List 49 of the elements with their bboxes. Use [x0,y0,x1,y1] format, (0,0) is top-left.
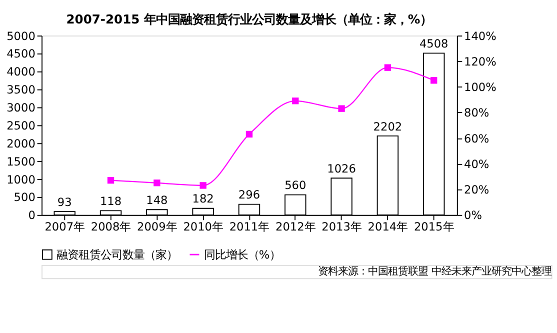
x-tick-label: 2009年 [137,219,177,234]
x-tick-label: 2015年 [414,219,454,234]
point [430,77,438,84]
data-label: 4508 [419,36,448,51]
y-tick-label: 1500 [6,154,36,168]
y-tick-label: 3000 [6,100,36,115]
data-label: 182 [192,192,214,206]
x-tick-label: 2007年 [44,219,85,234]
y-tick-label: 1000 [6,172,36,186]
point [107,176,114,184]
point [338,105,345,112]
y2-tick-label: 100% [464,80,497,94]
y2-tick-label: 120% [464,54,497,68]
data-label: 148 [146,192,168,207]
x-tick-label: 2013年 [322,219,362,234]
point [154,180,160,186]
y2-tick-label: 80% [464,106,490,120]
point [246,130,253,138]
legend-label: 同比增长（%） [204,247,281,262]
y2-tick-label: 140% [464,28,497,43]
y2-tick-label: 0% [464,208,482,222]
y2-tick-label: 40% [464,156,490,171]
data-label: 118 [100,194,122,208]
y-tick-label: 2000 [6,136,36,150]
data-label: 1026 [327,161,356,176]
x-tick-label: 2011年 [229,219,270,234]
y-tick-label: 5000 [6,28,36,43]
point [200,182,206,189]
text: 资料来源：中国租赁联盟 中经未来产业研究中心整理 [318,265,552,278]
y-tick-label: 4500 [6,46,36,61]
y-tick-label: 4000 [6,64,36,79]
data-label: 2202 [373,119,402,134]
y-tick-label: 0 [28,208,36,222]
point [292,98,299,104]
legend-label: 融资租赁公司数量（家） [56,247,178,262]
chart-title: 2007-2015 年中国融资租赁行业公司数量及增长（单位：家，%） [66,12,432,26]
y-tick-label: 500 [14,190,36,204]
x-tick-label: 2010年 [183,219,223,234]
data-label: 296 [238,188,260,202]
y-tick-label: 3500 [6,82,36,97]
data-label: 93 [57,194,72,209]
x-tick-label: 2014年 [368,219,408,234]
y2-tick-label: 60% [464,131,490,146]
y2-tick-label: 20% [464,182,490,197]
x-tick-label: 2008年 [90,219,131,234]
x-tick-label: 2012年 [275,219,316,234]
point [384,64,392,71]
y-tick-label: 2500 [6,118,36,132]
data-label: 560 [284,178,306,192]
